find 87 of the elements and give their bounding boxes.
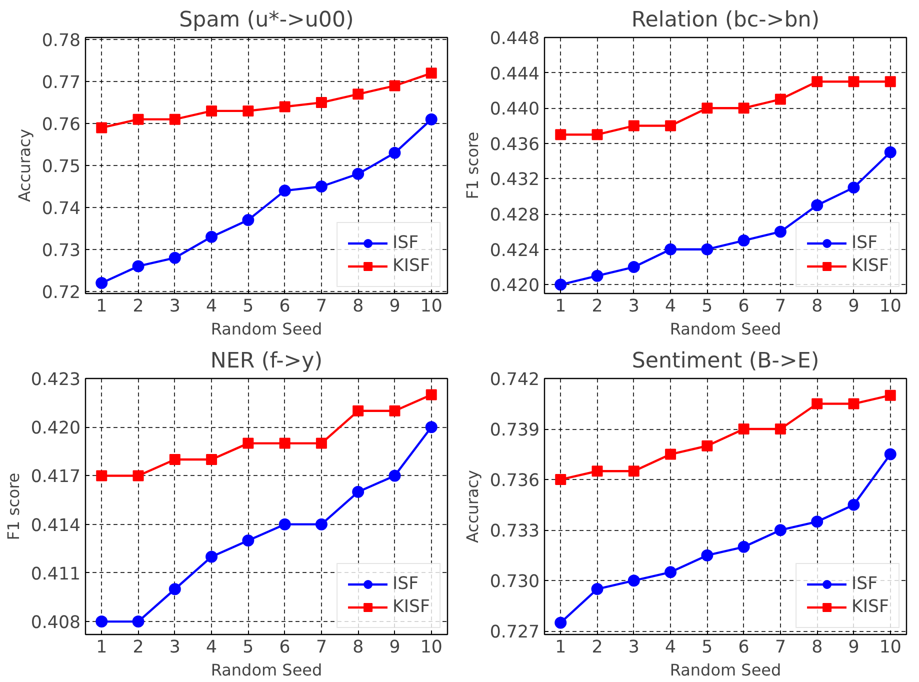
x-tick-label: 10	[420, 296, 442, 316]
x-tick-label: 8	[812, 296, 823, 316]
legend-label: KISF	[392, 597, 430, 617]
y-tick-label: 0.417	[30, 467, 81, 488]
chart-title: Spam (u*->u00)	[179, 8, 354, 32]
y-tick-label: 0.739	[490, 420, 540, 441]
y-axis-title: Accuracy	[462, 470, 482, 544]
x-tick-label: 2	[132, 296, 144, 316]
legend-label: ISF	[852, 233, 878, 253]
legend-label: KISF	[392, 256, 430, 276]
x-tick-label: 7	[774, 638, 786, 658]
y-tick-label: 0.423	[30, 370, 81, 390]
y-tick-label: 0.420	[490, 276, 540, 296]
x-tick-label: 7	[316, 296, 327, 316]
x-tick-label: 6	[738, 296, 750, 316]
y-tick-label: 0.436	[490, 134, 540, 155]
y-tick-label: 0.440	[490, 100, 540, 120]
legend-label: ISF	[852, 574, 878, 594]
y-tick-label: 0.75	[42, 157, 81, 177]
x-tick-label: 2	[592, 296, 603, 316]
y-tick-label: 0.736	[490, 471, 540, 492]
x-tick-label: 3	[628, 638, 640, 658]
y-tick-label: 0.420	[30, 418, 81, 439]
x-axis-title: Random Seed	[210, 660, 322, 680]
y-tick-label: 0.72	[42, 282, 81, 303]
x-tick-label: 4	[206, 638, 218, 658]
x-tick-label: 9	[389, 296, 400, 316]
y-tick-label: 0.448	[490, 29, 540, 49]
y-tick-label: 0.432	[490, 170, 540, 190]
y-axis-title: F1 score	[462, 132, 482, 200]
x-tick-label: 10	[420, 638, 442, 658]
x-axis-title: Random Seed	[210, 320, 322, 338]
x-tick-label: 10	[879, 638, 902, 658]
chart-title: NER (f->y)	[210, 348, 323, 374]
x-tick-label: 1	[555, 296, 566, 316]
y-tick-label: 0.73	[42, 240, 81, 261]
x-tick-label: 2	[132, 638, 144, 658]
x-tick-label: 8	[352, 296, 364, 316]
y-tick-label: 0.733	[490, 522, 540, 542]
x-tick-label: 5	[242, 638, 254, 658]
y-tick-label: 0.408	[30, 613, 81, 634]
y-tick-label: 0.742	[490, 370, 540, 390]
x-tick-label: 4	[665, 638, 676, 658]
legend-label: ISF	[392, 233, 419, 253]
y-tick-label: 0.77	[42, 73, 81, 94]
x-tick-label: 4	[665, 296, 676, 316]
x-tick-label: 2	[592, 638, 603, 658]
y-axis-title: F1 score	[4, 472, 23, 540]
x-tick-label: 8	[352, 638, 364, 658]
x-axis-title: Random Seed	[670, 320, 782, 338]
x-tick-label: 5	[702, 638, 713, 658]
y-tick-label: 0.411	[30, 564, 81, 584]
chart-title: Sentiment (B->E)	[632, 348, 820, 374]
y-tick-label: 0.74	[42, 198, 81, 219]
x-tick-label: 6	[279, 296, 290, 316]
legend-label: ISF	[392, 574, 419, 594]
legend-label: KISF	[852, 256, 889, 276]
y-tick-label: 0.78	[42, 31, 81, 52]
x-tick-label: 6	[738, 638, 750, 658]
x-tick-label: 7	[316, 638, 327, 658]
y-tick-label: 0.424	[490, 240, 540, 261]
y-tick-label: 0.444	[490, 64, 540, 84]
chart-title: Relation (bc->bn)	[631, 8, 820, 32]
x-tick-label: 5	[702, 296, 713, 316]
y-tick-label: 0.727	[490, 622, 540, 643]
y-tick-label: 0.414	[30, 516, 81, 536]
x-tick-label: 6	[279, 638, 290, 658]
y-axis-title: Accuracy	[14, 128, 34, 202]
x-tick-label: 4	[206, 296, 218, 316]
legend-label: KISF	[852, 597, 889, 617]
x-tick-label: 3	[628, 296, 640, 316]
x-tick-label: 10	[879, 296, 902, 316]
x-tick-label: 1	[96, 638, 108, 658]
x-tick-label: 8	[812, 638, 823, 658]
y-tick-label: 0.428	[490, 206, 540, 226]
x-tick-label: 9	[848, 638, 860, 658]
x-axis-title: Random Seed	[670, 660, 782, 680]
x-tick-label: 9	[848, 296, 860, 316]
x-tick-label: 1	[555, 638, 566, 658]
x-tick-label: 3	[169, 638, 180, 658]
x-tick-label: 1	[96, 296, 108, 316]
y-tick-label: 0.76	[42, 115, 81, 136]
x-tick-label: 9	[389, 638, 400, 658]
x-tick-label: 7	[774, 296, 786, 316]
x-tick-label: 3	[169, 296, 180, 316]
x-tick-label: 5	[242, 296, 254, 316]
y-tick-label: 0.730	[490, 572, 540, 592]
